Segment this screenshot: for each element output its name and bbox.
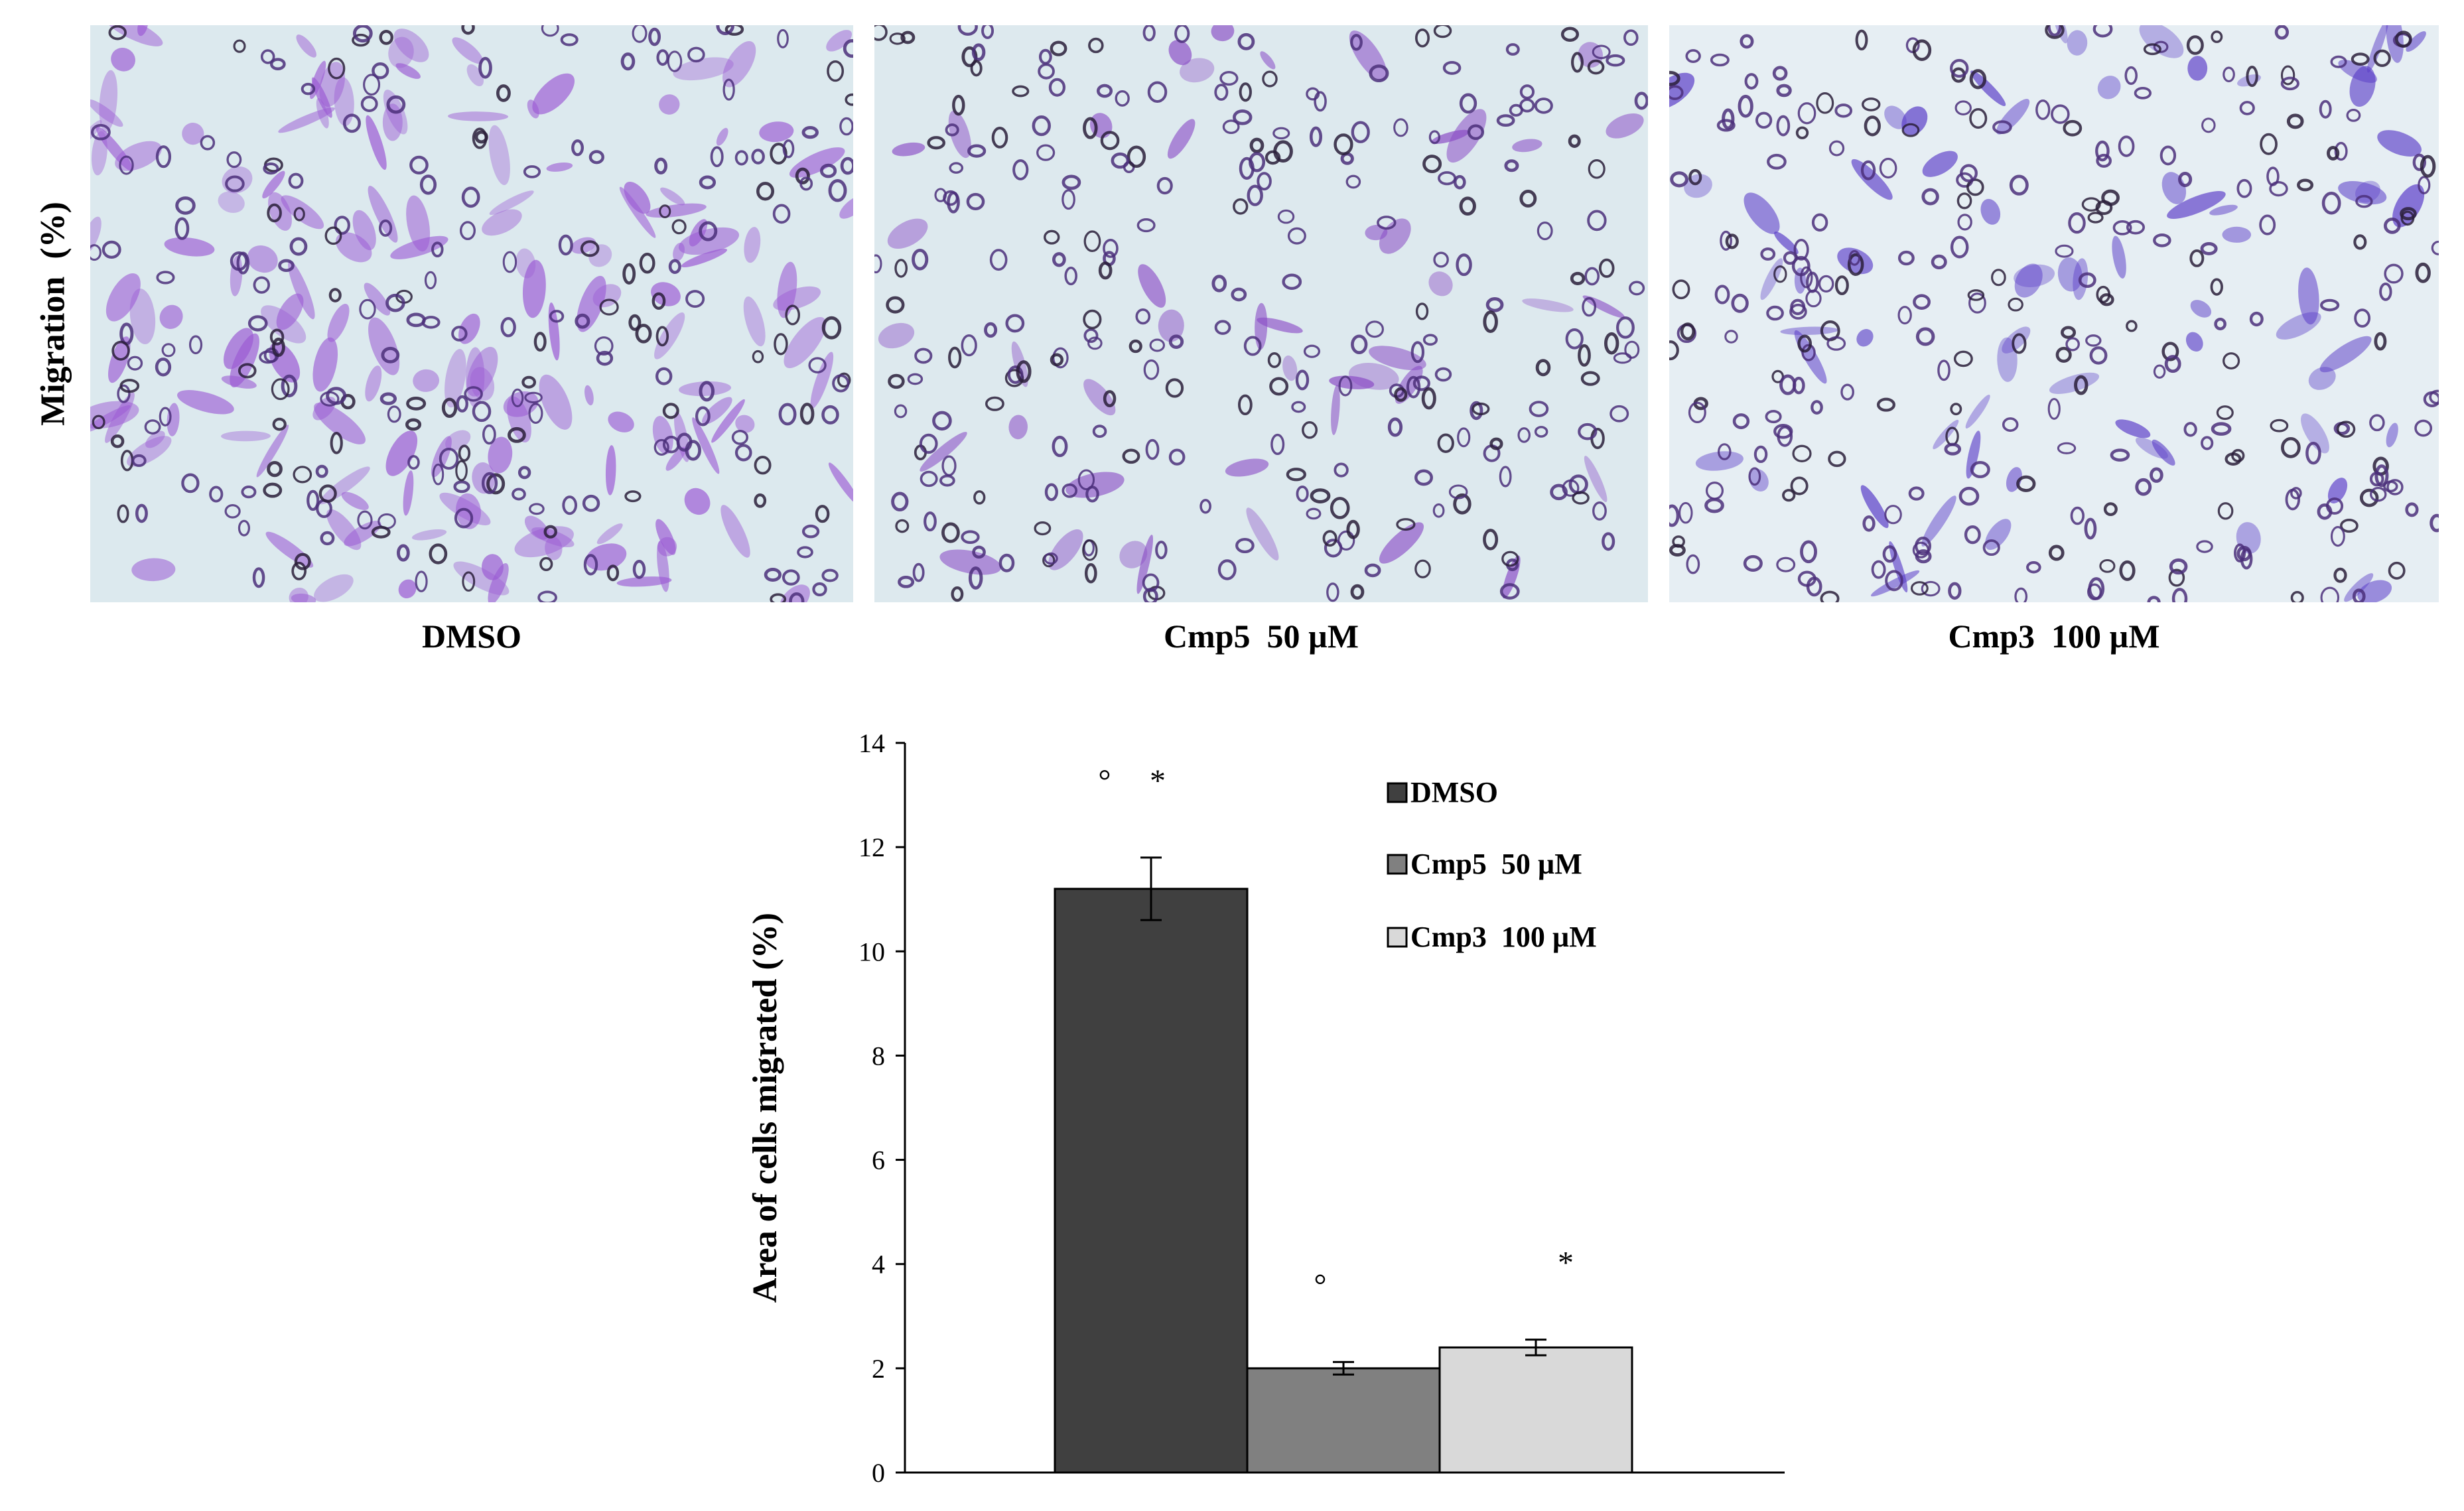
legend-swatch-2 [1387,927,1408,948]
y-axis-label: Area of cells migrated (%) [746,913,784,1303]
micrograph-cmp3 [1669,25,2439,602]
y-tick-label: 12 [858,832,885,862]
y-tick-label: 6 [872,1146,885,1175]
micrograph-dmso [90,25,853,602]
legend-label-2: Cmp3 100 µM [1410,921,1597,953]
bar-2 [1438,1346,1633,1474]
y-tick-label: 10 [858,937,885,966]
significance-marker: ° [1314,1268,1326,1303]
panel-label-dmso: DMSO [422,618,521,655]
significance-marker: * [1150,763,1166,799]
significance-marker: ° [1098,763,1111,799]
significance-marker: * [1558,1246,1574,1281]
y-tick-label: 2 [872,1354,885,1384]
panel-label-cmp3: Cmp3 100 µM [1948,618,2160,655]
legend-swatch-1 [1387,854,1408,875]
y-tick-label: 0 [872,1458,885,1488]
bar-1 [1246,1367,1441,1474]
y-tick-label: 14 [858,728,885,758]
legend-swatch-0 [1387,782,1408,803]
y-tick-label: 4 [872,1250,885,1280]
legend-label-0: DMSO [1410,776,1498,809]
legend-label-1: Cmp5 50 µM [1410,848,1582,880]
micrograph-cmp5 [874,25,1648,602]
bar-0 [1054,887,1249,1474]
panel-label-cmp5: Cmp5 50 µM [1163,618,1359,655]
y-tick-label: 8 [872,1041,885,1071]
